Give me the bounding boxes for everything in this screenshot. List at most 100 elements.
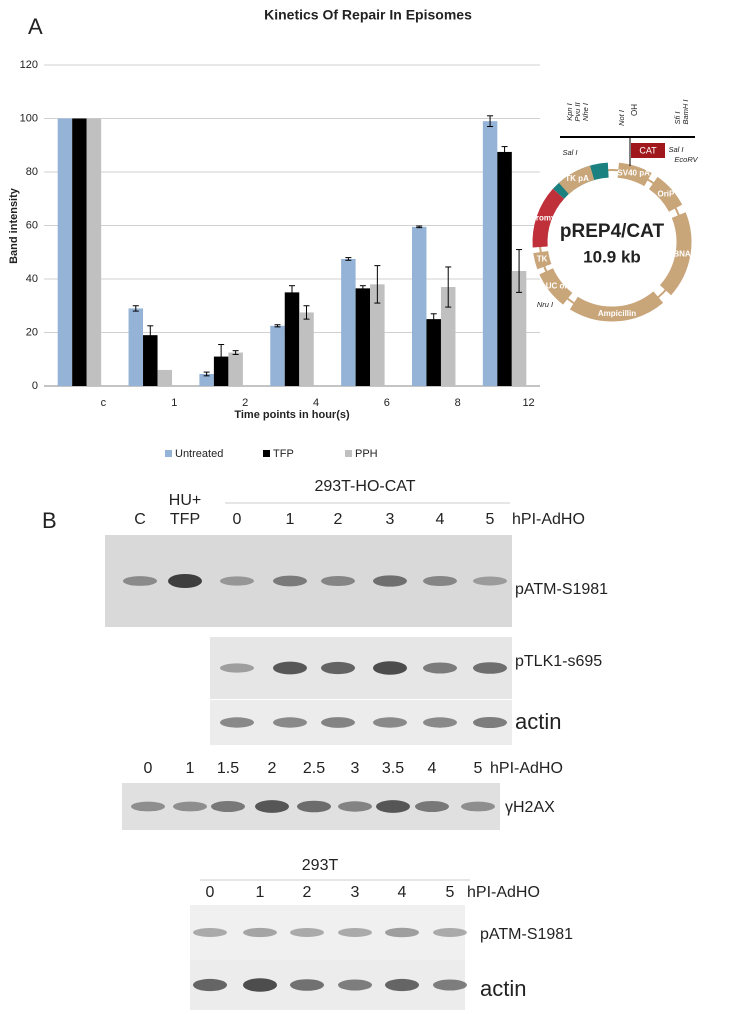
blot-band bbox=[338, 928, 372, 937]
plasmid-name: pREP4/CAT bbox=[560, 221, 665, 242]
lane-label: 4 bbox=[436, 511, 445, 528]
y-tick-label: 100 bbox=[20, 112, 38, 124]
blot-band bbox=[385, 927, 419, 938]
site-label: Not I bbox=[617, 110, 626, 126]
panel-label: A bbox=[28, 14, 43, 39]
blot-band bbox=[193, 928, 227, 937]
blot-band bbox=[255, 800, 289, 813]
bar bbox=[270, 325, 285, 386]
row-label: pATM-S1981 bbox=[480, 926, 573, 943]
plasmid-feature bbox=[659, 212, 692, 296]
blot-band bbox=[338, 979, 372, 991]
error-bar bbox=[487, 115, 494, 128]
x-tick-label: 1 bbox=[171, 397, 177, 409]
site-label: EcoRV bbox=[674, 155, 698, 164]
plasmid-feature bbox=[533, 250, 552, 270]
lane-label: HU+ TFP bbox=[169, 492, 201, 528]
insert-box bbox=[631, 143, 665, 158]
plasmid-size: 10.9 kb bbox=[583, 247, 641, 266]
error-bar bbox=[445, 266, 452, 308]
site-label: Nhe I bbox=[581, 103, 590, 121]
x-tick-label: 12 bbox=[522, 397, 534, 409]
bar bbox=[199, 373, 214, 386]
lane-label: 2.5 bbox=[303, 760, 325, 777]
bar bbox=[341, 258, 356, 386]
site-label: BamH I bbox=[681, 99, 690, 124]
error-bar bbox=[359, 285, 366, 292]
bar bbox=[299, 312, 314, 386]
blot-band bbox=[321, 717, 355, 728]
bar bbox=[284, 292, 300, 386]
blot-band bbox=[193, 978, 227, 992]
lane-label: 1 bbox=[256, 884, 265, 901]
lane-label: 3 bbox=[351, 884, 360, 901]
blot-band bbox=[290, 979, 324, 991]
lane-label-line: TFP bbox=[170, 511, 200, 528]
blot-band bbox=[373, 717, 407, 728]
plasmid-feature bbox=[617, 162, 652, 187]
blot-band bbox=[373, 661, 407, 675]
lane-label: 0 bbox=[206, 884, 215, 901]
blot-band bbox=[473, 576, 507, 586]
plasmid-feature bbox=[648, 176, 683, 212]
blot-band bbox=[321, 661, 355, 675]
lane-label: 5 bbox=[474, 760, 483, 777]
row-label: γH2AX bbox=[505, 799, 555, 816]
bar bbox=[511, 270, 527, 386]
y-tick-label: 80 bbox=[26, 166, 38, 178]
bar bbox=[86, 118, 102, 386]
feature-label: TK pA bbox=[565, 174, 589, 183]
y-tick-label: 60 bbox=[26, 219, 38, 231]
bar bbox=[482, 121, 498, 387]
blot-band bbox=[461, 801, 495, 812]
site-label: Pvu II bbox=[573, 102, 582, 121]
blot-band bbox=[321, 575, 355, 587]
bar bbox=[157, 369, 173, 386]
blot-title: 293T bbox=[302, 857, 339, 874]
lane-label: 4 bbox=[398, 884, 407, 901]
error-bar bbox=[289, 285, 295, 300]
blot-band bbox=[273, 717, 307, 728]
error-bar bbox=[218, 344, 225, 370]
lane-label: 2 bbox=[268, 760, 277, 777]
lane-label: 3 bbox=[386, 511, 395, 528]
lane-unit: hPI-AdHO bbox=[467, 884, 540, 901]
blot-band bbox=[385, 978, 419, 992]
blot-band bbox=[290, 928, 324, 937]
plasmid-feature bbox=[569, 291, 664, 322]
error-bar bbox=[132, 305, 139, 312]
lane-label: 1.5 bbox=[217, 760, 239, 777]
x-tick-label: 2 bbox=[242, 397, 248, 409]
feature-label: SV40 pA bbox=[617, 168, 650, 177]
error-bar bbox=[147, 325, 154, 346]
bar bbox=[228, 352, 243, 386]
lane-label: 0 bbox=[144, 760, 153, 777]
y-tick-label: 120 bbox=[20, 59, 38, 71]
site-label: Sfi I bbox=[673, 112, 682, 125]
bar bbox=[57, 118, 73, 386]
bar bbox=[128, 308, 144, 386]
row-label: actin bbox=[515, 709, 561, 734]
lane-label: C bbox=[134, 511, 146, 528]
bar bbox=[440, 287, 456, 386]
legend-swatch bbox=[165, 450, 172, 457]
plasmid-feature bbox=[539, 267, 573, 305]
error-bar bbox=[203, 371, 210, 377]
insert-label: CAT bbox=[639, 145, 657, 155]
error-bar bbox=[501, 146, 508, 158]
legend-label: Untreated bbox=[175, 448, 223, 460]
blot-band bbox=[123, 576, 157, 586]
row-label: actin bbox=[480, 976, 526, 1001]
blot-band bbox=[338, 801, 372, 812]
chart-title: Kinetics Of Repair In Episomes bbox=[264, 7, 472, 23]
blot-band bbox=[433, 928, 467, 937]
lane-unit: hPI-AdHO bbox=[512, 511, 585, 528]
error-bar bbox=[516, 249, 523, 293]
error-bar bbox=[274, 324, 281, 328]
blot-band bbox=[273, 661, 307, 675]
feature-label: Ampicillin bbox=[598, 309, 636, 318]
site-label: Kpn I bbox=[565, 103, 574, 121]
y-tick-label: 20 bbox=[26, 326, 38, 338]
legend-swatch bbox=[263, 450, 270, 457]
